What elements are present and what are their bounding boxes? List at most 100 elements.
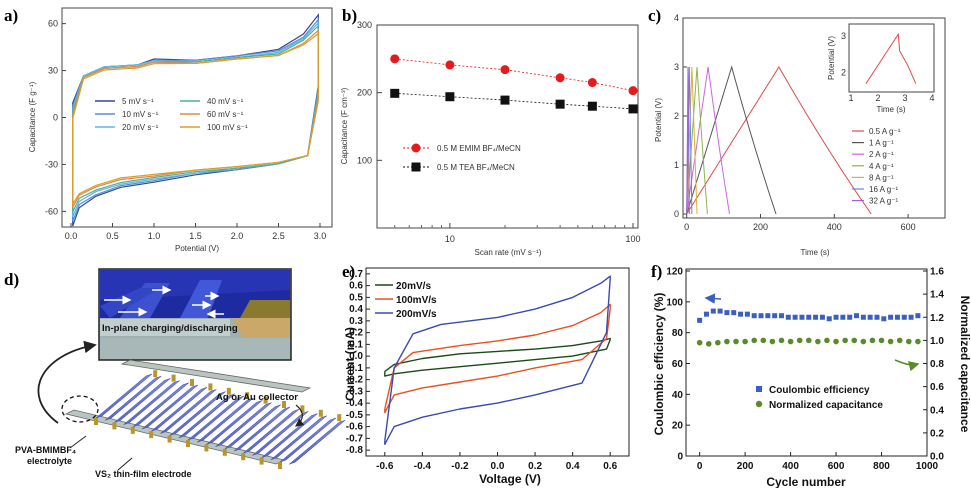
- chart-a-ytick-label: -30: [45, 159, 58, 169]
- chart-c-xtick-label: 200: [753, 222, 768, 232]
- electrode-strip: [215, 402, 272, 447]
- chart-b-ytick-label: 200: [357, 88, 372, 98]
- electrode-strip: [289, 419, 346, 465]
- inset-xtick-label: 3: [902, 93, 907, 103]
- point-b-1: [445, 60, 455, 70]
- chart-f-legend: Coulombic efficiency Normalized capacita…: [755, 385, 883, 411]
- chart-c-ylabel: Potential (V): [654, 98, 663, 142]
- point-f-ce: [738, 311, 744, 317]
- chart-c-ytick-label: 4: [674, 13, 679, 23]
- series-line-b-2: [394, 92, 634, 110]
- point-f-ce: [772, 313, 778, 319]
- cv-curve-a-6: [72, 32, 319, 207]
- point-b-1: [555, 73, 565, 83]
- chart-f-xtick-label: 600: [828, 461, 845, 472]
- chart-f-y2tick-label: 0.0: [930, 452, 944, 463]
- inset-curve: [865, 32, 917, 84]
- chart-b-xtick-label: 10: [445, 234, 455, 244]
- panel-label-c: c): [648, 6, 661, 25]
- electrode-strip: [279, 417, 337, 463]
- legend-label-a-4: 40 mV s⁻¹: [207, 97, 244, 106]
- legend-label-c-4: 4 A g⁻¹: [869, 162, 894, 171]
- inset-ytick-label: 3: [841, 31, 846, 41]
- electrode-strip: [224, 404, 281, 450]
- inset-xlabel: Time (s): [876, 105, 905, 114]
- chart-e-ytick-label: 0.1: [349, 339, 363, 350]
- chart-a-xtick-label: 3.0: [314, 231, 327, 241]
- electrode-strip: [233, 406, 291, 452]
- electrode-tab: [171, 374, 176, 382]
- chart-e-ytick-label: -0.4: [346, 398, 364, 409]
- chart-e-ytick-label: -0.1: [346, 363, 364, 374]
- legend-label-e-1: 20mV/s: [396, 281, 431, 292]
- legend-marker-emim: [411, 143, 421, 153]
- chart-f-y2tick-label: 1.6: [930, 267, 944, 278]
- gcd-curve-c-4: [686, 66, 708, 215]
- gcd-curve-c-1: [686, 66, 872, 215]
- inset-xtick-label: 1: [848, 93, 853, 103]
- point-f-ce: [792, 314, 798, 320]
- series-line-b-1: [394, 58, 634, 91]
- chart-c-ytick-label: 2: [674, 111, 679, 121]
- cv-curve-e-3: [384, 275, 611, 445]
- chart-f-ytick-label: 0: [677, 452, 683, 463]
- point-f-ce: [765, 313, 771, 319]
- point-b-1: [587, 78, 597, 88]
- chart-b: 10 100 100 200 300 0.5 M EMIM BF₄/MeCN 0.5 M…: [340, 20, 641, 257]
- chart-e-xtick-label: 0.4: [566, 461, 580, 472]
- electrode-tab: [300, 405, 305, 413]
- chart-e-ytick-label: -0.3: [346, 386, 364, 397]
- legend-marker-tea: [411, 162, 421, 172]
- chart-e-ytick-label: 0.5: [349, 292, 363, 303]
- electrode-tab: [318, 409, 323, 417]
- legend-marker-nc: [755, 400, 763, 408]
- electrode-tab: [167, 435, 172, 443]
- electrode-strip: [197, 397, 254, 443]
- chart-a-xtick-label: 0.0: [65, 231, 78, 241]
- electrode-strip: [252, 411, 309, 456]
- chart-e-ytick-label: -0.2: [346, 375, 364, 386]
- point-f-ce: [799, 314, 805, 320]
- point-f-ce: [908, 314, 914, 320]
- legend-label-ce: Coulombic efficiency: [769, 385, 870, 396]
- top-collector-bar: [120, 359, 312, 393]
- point-f-ce: [717, 308, 723, 314]
- point-b-2: [390, 88, 400, 98]
- chart-e-ytick-label: -0.7: [346, 433, 364, 444]
- chart-f-xtick-label: 0: [697, 461, 703, 472]
- electrode-tab: [245, 392, 250, 400]
- chart-f-y2tick-label: 1.4: [930, 290, 944, 301]
- chart-f-y2label: Normalized capacitance: [958, 296, 971, 433]
- electrode-strip: [132, 382, 189, 428]
- chart-f-ylabel: Coulombic efficiency (%): [652, 293, 666, 436]
- chart-f-y2tick-label: 0.4: [930, 405, 944, 416]
- chart-e-ytick-label: 0.2: [349, 328, 363, 339]
- point-b-1: [628, 86, 638, 96]
- chart-c-xtick-label: 400: [827, 222, 842, 232]
- gcd-curve-c-2: [686, 65, 777, 215]
- point-f-nc: [778, 337, 785, 344]
- chart-a-xtick-label: 2.5: [272, 231, 285, 241]
- electrode-tab: [190, 379, 194, 386]
- legend-label-a-1: 5 mV s⁻¹: [122, 97, 154, 106]
- electrode-tab: [153, 370, 158, 378]
- chart-f-xtick-label: 1000: [916, 461, 939, 472]
- electrode-tab: [130, 426, 135, 434]
- inset-xtick-label: 4: [929, 93, 934, 103]
- chart-f-ytick-label: 40: [672, 390, 684, 401]
- chart-b-xlabel: Scan rate (mV s⁻¹): [475, 248, 542, 257]
- electrode-strip: [141, 384, 199, 430]
- chart-f-y2tick-label: 1.2: [930, 313, 944, 324]
- legend-label-c-2: 1 A g⁻¹: [869, 139, 894, 148]
- point-f-nc: [733, 338, 739, 345]
- point-f-ce: [874, 314, 880, 320]
- chart-b-ytick-label: 100: [357, 155, 372, 165]
- point-f-nc: [696, 339, 703, 346]
- point-f-nc: [705, 341, 712, 347]
- zoom-arrow: [37, 340, 97, 424]
- chart-a-ytick-label: -60: [45, 206, 58, 216]
- chart-a-xtick-label: 1.0: [148, 231, 161, 241]
- panel-label-f: f): [651, 262, 662, 281]
- legend-label-a-3: 20 mV s⁻¹: [122, 123, 159, 132]
- chart-f-xlabel: Cycle number: [766, 475, 846, 488]
